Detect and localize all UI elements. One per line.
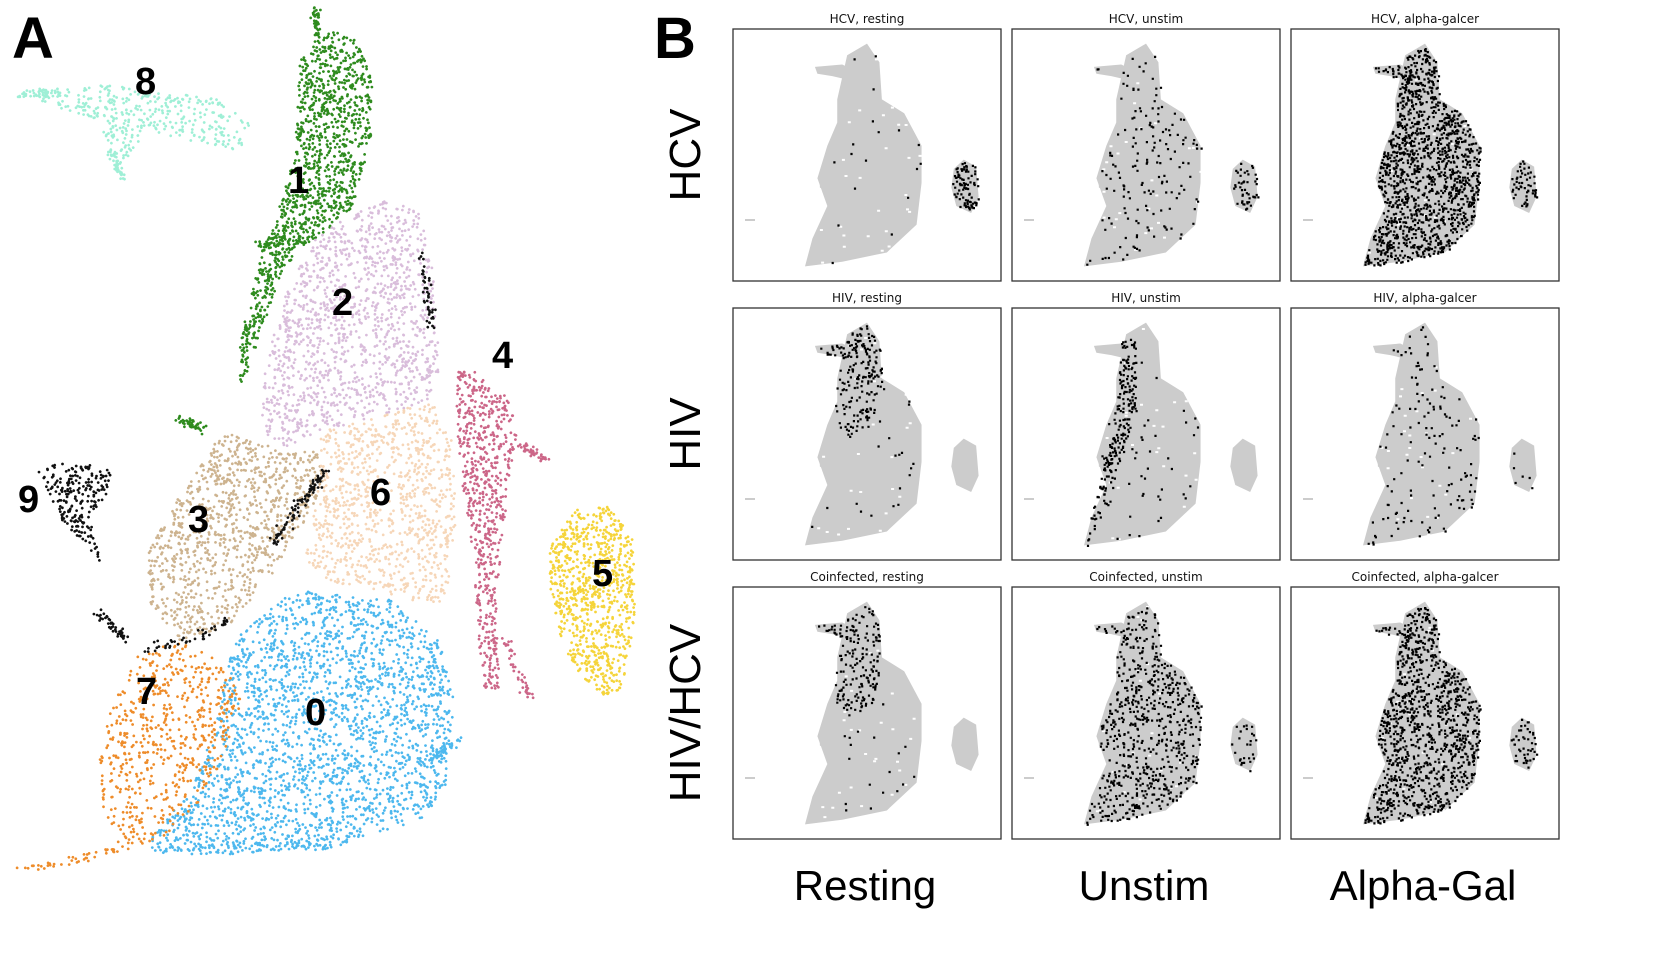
background-region-blob5 xyxy=(1230,438,1258,492)
background-outlier xyxy=(1303,219,1313,221)
highlighted-cells xyxy=(1364,607,1539,825)
background-cells xyxy=(1303,322,1537,546)
subplot-title: HIV, alpha-galcer xyxy=(1373,291,1476,305)
subplot-1-0: HIV, resting xyxy=(732,291,1002,561)
cluster-1-points xyxy=(174,6,374,436)
background-region-blob9 xyxy=(1098,168,1114,193)
subplot-title: HCV, alpha-galcer xyxy=(1371,12,1479,26)
panel-b-column-labels: Resting Unstim Alpha-Gal xyxy=(794,862,1517,909)
background-outlier xyxy=(1024,219,1034,221)
background-region-body xyxy=(1084,43,1201,267)
cluster-label-6: 6 xyxy=(370,472,391,514)
row-label: HIV xyxy=(661,397,710,471)
background-outlier xyxy=(1024,498,1034,500)
cluster-6-points xyxy=(305,403,457,604)
row-label: HIV/HCV xyxy=(661,623,710,802)
cluster-label-9: 9 xyxy=(18,479,39,521)
background-region-blob5 xyxy=(951,717,979,771)
column-label: Alpha-Gal xyxy=(1330,862,1517,909)
panel-b-subplots: HCV, resting HCV, unstim HCV, alpha-galcer… xyxy=(732,12,1560,840)
background-region-blob9 xyxy=(819,447,835,472)
background-region-arm8 xyxy=(1372,343,1416,360)
background-region-body xyxy=(1084,601,1201,825)
background-cells xyxy=(1024,601,1258,825)
background-region-blob9 xyxy=(819,726,835,751)
background-region-blob5 xyxy=(1509,717,1537,771)
background-outlier xyxy=(745,498,755,500)
background-region-arm8 xyxy=(814,343,858,360)
highlighted-cells xyxy=(811,325,915,528)
cluster-2-scatter xyxy=(261,200,440,448)
background-region-body xyxy=(805,601,922,825)
cluster-label-5: 5 xyxy=(592,553,613,595)
subplot-title: Coinfected, alpha-galcer xyxy=(1351,570,1498,584)
cluster-label-7: 7 xyxy=(136,671,157,713)
panel-a-points xyxy=(15,6,636,871)
cluster-label-3: 3 xyxy=(188,499,209,541)
cluster-3-points xyxy=(147,433,326,641)
cluster-6-scatter xyxy=(305,403,457,604)
cluster-label-2: 2 xyxy=(332,282,353,324)
background-region-arm8 xyxy=(814,64,858,81)
row-label: HCV xyxy=(661,108,710,202)
background-region-body xyxy=(805,43,922,267)
background-region-body xyxy=(1363,601,1480,825)
background-outlier xyxy=(1303,777,1313,779)
subplot-title: HCV, unstim xyxy=(1109,12,1183,26)
background-region-arm8 xyxy=(1093,622,1137,639)
cluster-8-points xyxy=(16,84,251,181)
cluster-label-4: 4 xyxy=(492,335,513,377)
cluster-8-scatter xyxy=(16,84,251,181)
subplot-title: Coinfected, unstim xyxy=(1089,570,1202,584)
subplot-1-1: HIV, unstim xyxy=(1011,291,1281,561)
subplot-0-0: HCV, resting xyxy=(732,12,1002,282)
background-outlier xyxy=(1024,777,1034,779)
background-region-blob9 xyxy=(819,168,835,193)
background-outlier xyxy=(745,219,755,221)
subplot-1-2: HIV, alpha-galcer xyxy=(1290,291,1560,561)
panel-a-cluster-labels: 0 1 2 3 4 5 6 7 8 9 xyxy=(18,61,613,734)
background-region-arm8 xyxy=(1093,64,1137,81)
cluster-4-scatter xyxy=(455,370,551,700)
panel-letter-a: A xyxy=(12,6,54,71)
background-outlier xyxy=(1303,498,1313,500)
cluster-label-8: 8 xyxy=(135,61,156,103)
subplot-title: HCV, resting xyxy=(830,12,905,26)
background-region-blob9 xyxy=(1377,447,1393,472)
cluster-label-1: 1 xyxy=(288,160,309,202)
cluster-3-scatter xyxy=(147,433,326,641)
background-cells xyxy=(745,322,979,546)
subplot-title: Coinfected, resting xyxy=(810,570,924,584)
cluster-4-points xyxy=(455,370,551,700)
panel-a-umap: 0 1 2 3 4 5 6 7 8 9 A xyxy=(12,6,636,871)
cluster-5-scatter xyxy=(548,505,636,696)
subplot-2-0: Coinfected, resting xyxy=(732,570,1002,840)
panel-letter-b: B xyxy=(654,6,696,71)
subplot-2-1: Coinfected, unstim xyxy=(1011,570,1281,840)
background-region-body xyxy=(1084,322,1201,546)
subplot-0-1: HCV, unstim xyxy=(1011,12,1281,282)
highlighted-cells xyxy=(1086,607,1258,826)
cluster-2-points xyxy=(261,200,440,448)
subplot-title: HIV, unstim xyxy=(1111,291,1181,305)
subplot-2-2: Coinfected, alpha-galcer xyxy=(1290,570,1560,840)
cluster-label-0: 0 xyxy=(305,692,326,734)
cluster-1-scatter xyxy=(174,6,374,436)
subplot-0-2: HCV, alpha-galcer xyxy=(1290,12,1560,282)
background-region-blob5 xyxy=(951,438,979,492)
cluster-5-points xyxy=(548,505,636,696)
background-region-body xyxy=(1363,43,1480,267)
background-outlier xyxy=(745,777,755,779)
background-region-blob5 xyxy=(1230,717,1258,771)
subplot-title: HIV, resting xyxy=(832,291,902,305)
column-label: Resting xyxy=(794,862,936,909)
highlighted-cells xyxy=(1364,48,1539,267)
column-label: Unstim xyxy=(1079,862,1210,909)
panel-b-row-labels: HCV HIV HIV/HCV xyxy=(661,108,710,802)
background-region-body xyxy=(1363,322,1480,546)
